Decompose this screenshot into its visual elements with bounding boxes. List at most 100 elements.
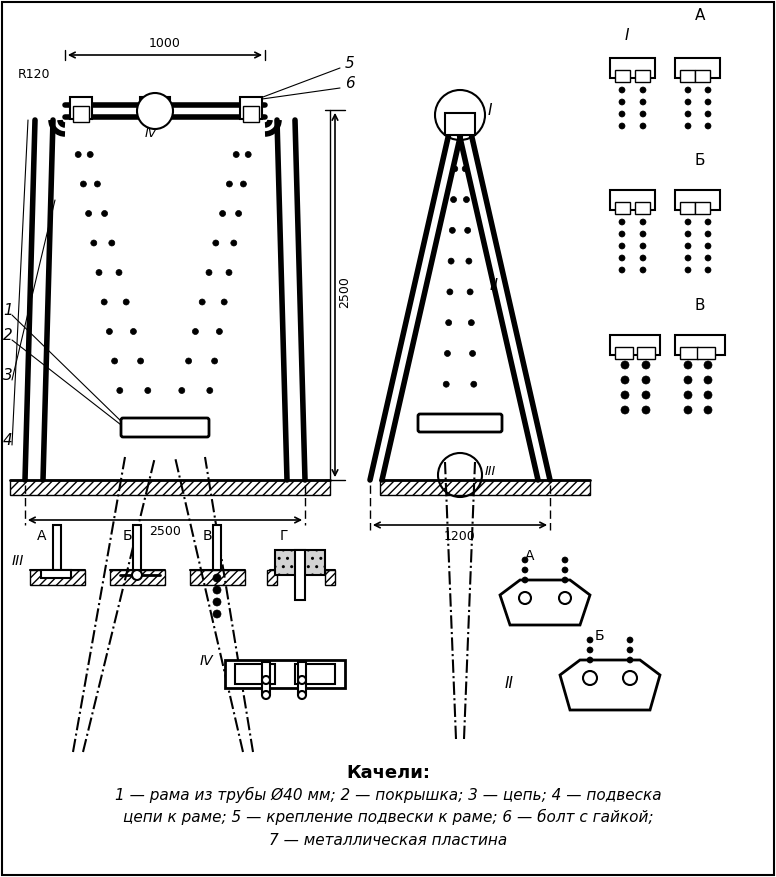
Circle shape [117, 388, 123, 394]
Circle shape [519, 592, 531, 604]
Circle shape [642, 361, 650, 369]
Bar [380, 480, 590, 495]
Bar [615, 202, 630, 214]
Circle shape [685, 99, 691, 105]
Circle shape [466, 258, 472, 264]
Circle shape [206, 388, 213, 394]
Circle shape [298, 676, 306, 684]
Circle shape [465, 227, 471, 233]
Bar [225, 660, 345, 688]
Bar [110, 570, 165, 585]
Circle shape [447, 289, 453, 295]
Circle shape [220, 210, 226, 217]
Circle shape [619, 219, 625, 225]
Bar [30, 570, 85, 585]
Circle shape [467, 289, 473, 295]
Bar [53, 525, 61, 570]
Bar [298, 662, 306, 694]
Circle shape [627, 637, 633, 643]
Circle shape [230, 240, 237, 246]
Text: Качели:: Качели: [346, 764, 430, 782]
Circle shape [213, 240, 219, 246]
Bar [610, 335, 660, 355]
Text: I: I [625, 28, 629, 43]
Circle shape [640, 219, 646, 225]
Text: 4: 4 [3, 433, 12, 448]
Circle shape [705, 231, 711, 237]
Circle shape [262, 691, 270, 699]
Circle shape [137, 358, 144, 364]
Bar [675, 335, 725, 355]
Circle shape [621, 376, 629, 384]
Polygon shape [500, 580, 590, 625]
Bar [262, 662, 270, 694]
Circle shape [621, 361, 629, 369]
Circle shape [522, 567, 528, 573]
Bar [610, 58, 655, 78]
Circle shape [627, 647, 633, 653]
Circle shape [95, 181, 100, 187]
Text: 6: 6 [345, 76, 355, 91]
Text: II: II [490, 278, 499, 293]
Circle shape [685, 255, 691, 261]
Circle shape [623, 671, 637, 685]
Circle shape [619, 243, 625, 249]
Circle shape [106, 329, 113, 334]
Circle shape [178, 388, 185, 394]
Circle shape [471, 381, 476, 388]
Circle shape [562, 557, 568, 563]
Text: В: В [695, 298, 705, 313]
Circle shape [449, 227, 456, 233]
Text: Г: Г [280, 529, 289, 543]
Circle shape [583, 671, 597, 685]
Circle shape [704, 391, 712, 399]
Circle shape [452, 166, 458, 172]
Circle shape [75, 152, 81, 158]
Circle shape [469, 351, 476, 356]
Bar [675, 58, 720, 78]
Circle shape [642, 376, 650, 384]
Circle shape [116, 269, 122, 275]
Circle shape [619, 255, 625, 261]
Circle shape [640, 267, 646, 273]
Circle shape [684, 361, 692, 369]
Bar [140, 97, 170, 119]
Circle shape [621, 391, 629, 399]
Circle shape [640, 231, 646, 237]
Text: R120: R120 [18, 68, 50, 81]
Text: II: II [505, 676, 514, 691]
Circle shape [705, 267, 711, 273]
Circle shape [451, 196, 456, 203]
Circle shape [130, 329, 137, 334]
Circle shape [298, 691, 306, 699]
Circle shape [109, 240, 115, 246]
Circle shape [705, 219, 711, 225]
Bar [133, 525, 141, 570]
Circle shape [213, 610, 221, 618]
Circle shape [685, 219, 691, 225]
Bar [325, 570, 335, 585]
Circle shape [145, 388, 151, 394]
Circle shape [562, 567, 568, 573]
Bar [235, 664, 275, 684]
Circle shape [91, 240, 97, 246]
Circle shape [619, 267, 625, 273]
Circle shape [621, 406, 629, 414]
Bar [675, 190, 720, 210]
Circle shape [445, 320, 452, 325]
Bar [243, 106, 259, 122]
Circle shape [640, 255, 646, 261]
Circle shape [640, 111, 646, 117]
Circle shape [705, 123, 711, 129]
Bar [635, 70, 650, 82]
Circle shape [642, 406, 650, 414]
Bar [213, 525, 221, 570]
Circle shape [213, 586, 221, 594]
Bar [445, 113, 475, 135]
Circle shape [234, 152, 239, 158]
Text: III: III [485, 465, 496, 478]
Bar [70, 97, 92, 119]
FancyBboxPatch shape [418, 414, 502, 432]
Circle shape [221, 299, 227, 305]
Bar [610, 190, 655, 210]
